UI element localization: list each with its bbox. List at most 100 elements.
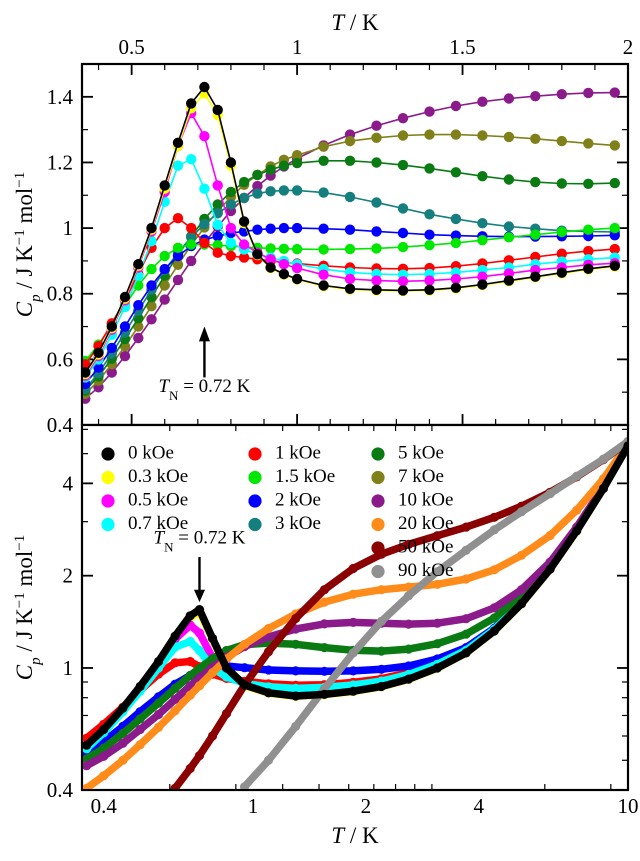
data-point (319, 619, 329, 629)
data-point (291, 721, 301, 732)
cp-C: C (12, 664, 37, 680)
legend-label: 0.5 kOe (128, 489, 188, 510)
legend-item[interactable]: 50 kOe (371, 536, 453, 557)
legend-marker (101, 494, 115, 508)
legend-item[interactable]: 0 kOe (101, 442, 174, 463)
legend-item[interactable]: 20 kOe (371, 513, 453, 534)
data-point (221, 709, 232, 719)
legend-marker (248, 517, 262, 532)
data-point (265, 186, 276, 197)
legend-item[interactable]: 1.5 kOe (248, 466, 335, 487)
data-point (424, 229, 435, 240)
data-point (397, 241, 409, 253)
data-point (225, 250, 237, 262)
cp-slash: / J K (12, 608, 37, 658)
top-panel-frame (80, 62, 630, 427)
legend-item[interactable]: 0.3 kOe (101, 466, 188, 487)
data-point (265, 223, 276, 234)
data-point (159, 250, 170, 262)
legend-item[interactable]: 90 kOe (371, 560, 453, 581)
data-point (252, 224, 263, 235)
data-point (153, 722, 164, 733)
legend-marker (371, 470, 385, 485)
legend-item[interactable]: 5 kOe (371, 442, 444, 463)
legend-marker (248, 494, 262, 508)
data-point (503, 131, 515, 143)
data-point (238, 216, 250, 227)
data-point (572, 505, 582, 515)
data-point (170, 631, 180, 641)
data-point (278, 268, 290, 280)
legend-item[interactable]: 0.7 kOe (101, 513, 188, 534)
legend-label: 90 kOe (398, 560, 453, 581)
data-point (348, 648, 358, 658)
data-point (319, 597, 329, 607)
data-point (278, 243, 290, 254)
data-point (225, 237, 237, 249)
data-point (252, 169, 263, 181)
data-point (432, 567, 442, 577)
data-point (376, 681, 386, 692)
data-point (159, 222, 170, 234)
data-point (133, 259, 144, 270)
top-x-axis-title: T / K (331, 10, 379, 35)
bottom-annotation: TN = 0.72 K (154, 527, 246, 603)
top-y-axis-title-text: Cp / J K−1 mol−1 (12, 172, 44, 318)
data-point (135, 714, 145, 724)
data-point (477, 130, 488, 141)
legend-item[interactable]: 10 kOe (371, 489, 453, 510)
data-point (186, 222, 197, 234)
legend-label: 7 kOe (398, 466, 444, 487)
data-point (291, 222, 303, 234)
data-point (212, 180, 223, 191)
legend-item[interactable]: 1 kOe (248, 442, 321, 463)
data-point (199, 219, 210, 230)
data-point (291, 691, 301, 701)
data-point (477, 218, 488, 229)
data-point (583, 263, 594, 274)
data-point (371, 243, 382, 254)
data-point (318, 223, 329, 234)
y-tick-label: 0.6 (47, 347, 73, 371)
data-point (291, 243, 303, 255)
data-point (159, 294, 170, 305)
legend-label: 0.3 kOe (128, 466, 188, 487)
data-point (397, 130, 409, 141)
data-point (461, 614, 471, 624)
data-point (225, 199, 237, 210)
data-point (93, 347, 104, 358)
top-panel-y-axis: 0.4 0.6 0.8 1 1.2 1.4 (47, 63, 628, 437)
data-point (371, 226, 382, 237)
data-point (489, 613, 499, 623)
cp-mol: mol (12, 551, 37, 593)
data-point (556, 248, 567, 259)
data-point (238, 176, 250, 188)
tn-value: = 0.72 K (178, 376, 250, 397)
data-point (225, 222, 237, 234)
legend-item[interactable]: 7 kOe (371, 466, 444, 487)
data-point (461, 545, 471, 555)
data-point (432, 639, 442, 649)
data-point (530, 176, 541, 188)
data-point (450, 129, 462, 140)
x-tick-label: 10 (618, 794, 639, 818)
data-point (530, 251, 541, 263)
legend-item[interactable]: 3 kOe (248, 513, 321, 534)
legend-marker (101, 470, 115, 485)
legend-item[interactable]: 0.5 kOe (101, 489, 188, 510)
legend-item[interactable]: 2 kOe (248, 489, 321, 510)
data-point (344, 135, 356, 147)
data-point (530, 133, 541, 144)
data-point (83, 783, 92, 789)
data-point (194, 645, 205, 656)
data-point (503, 93, 515, 104)
data-point (404, 619, 414, 629)
data-point (194, 663, 205, 673)
data-point (432, 531, 442, 541)
data-point (83, 740, 92, 750)
data-point (556, 178, 567, 189)
data-point (432, 663, 442, 673)
data-point (404, 661, 414, 671)
data-point (186, 239, 197, 250)
